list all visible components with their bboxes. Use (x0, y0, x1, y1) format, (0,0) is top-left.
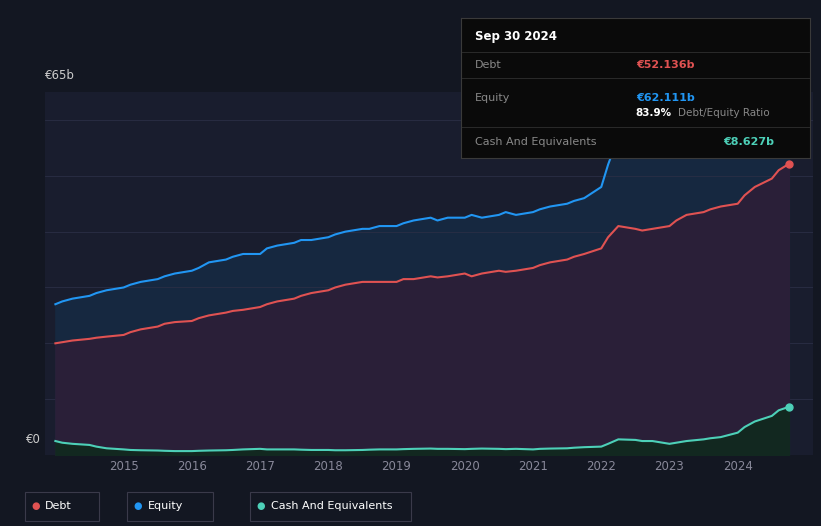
Text: ●: ● (257, 501, 265, 511)
Text: Debt: Debt (45, 501, 72, 511)
Text: €52.136b: €52.136b (636, 60, 695, 70)
Text: €0: €0 (26, 433, 41, 446)
Text: Cash And Equivalents: Cash And Equivalents (271, 501, 392, 511)
Text: €65b: €65b (45, 68, 75, 82)
Text: €62.111b: €62.111b (636, 93, 695, 103)
Text: Debt/Equity Ratio: Debt/Equity Ratio (678, 108, 769, 118)
Text: ●: ● (31, 501, 39, 511)
Text: Sep 30 2024: Sep 30 2024 (475, 30, 557, 43)
Text: Debt: Debt (475, 60, 502, 70)
Text: Equity: Equity (475, 93, 511, 103)
Text: Equity: Equity (148, 501, 183, 511)
Text: 83.9%: 83.9% (636, 108, 672, 118)
Text: Cash And Equivalents: Cash And Equivalents (475, 137, 597, 147)
Text: €8.627b: €8.627b (723, 137, 774, 147)
Text: ●: ● (134, 501, 142, 511)
